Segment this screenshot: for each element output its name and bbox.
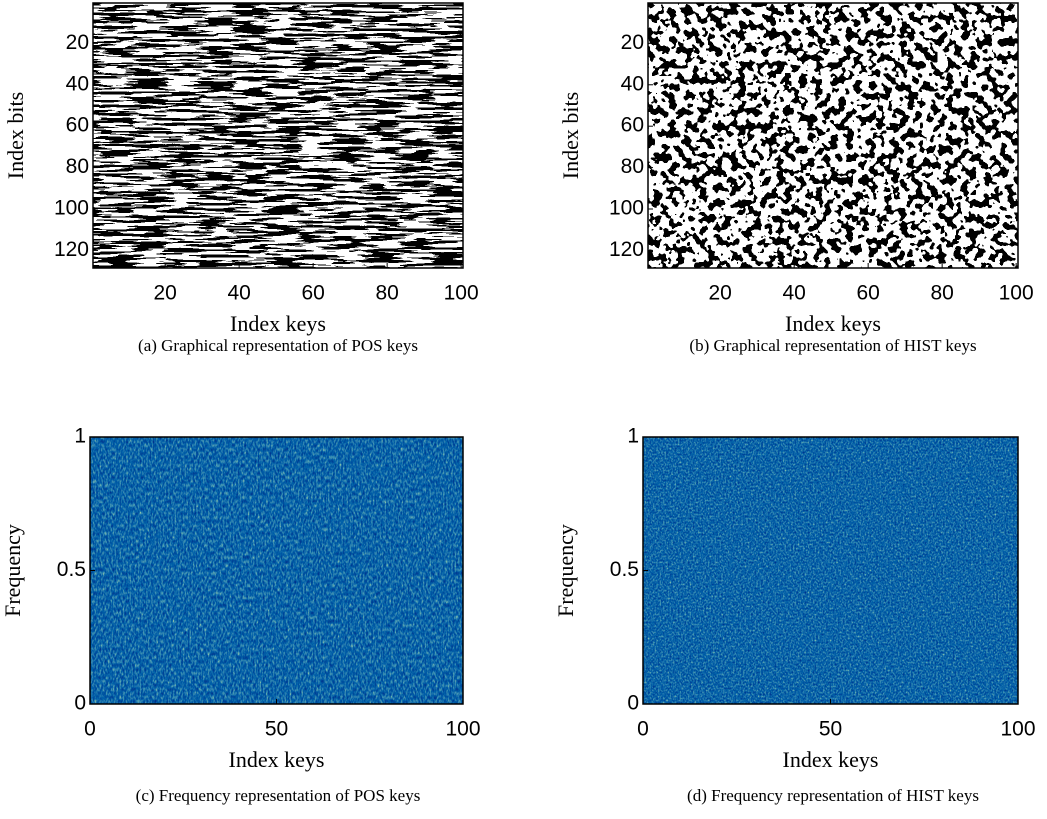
- x-tick-label: 50: [265, 718, 288, 741]
- y-tick-label: 0.5: [57, 558, 86, 581]
- y-tick-label: 100: [609, 197, 644, 220]
- image: [643, 437, 1018, 704]
- caption: (b) Graphical representation of HIST key…: [689, 336, 976, 355]
- x-tick-label: 80: [375, 282, 398, 305]
- y-axis-label: Frequency: [553, 524, 578, 617]
- y-tick-label: 0: [627, 692, 639, 715]
- y-tick-label: 1: [74, 425, 86, 448]
- x-tick-label: 80: [930, 282, 953, 305]
- x-tick-label: 20: [708, 282, 731, 305]
- y-tick-label: 0.5: [610, 558, 639, 581]
- x-axis-label: Index keys: [783, 747, 879, 772]
- x-tick-label: 60: [856, 282, 879, 305]
- y-tick-label: 40: [66, 72, 89, 95]
- image: [90, 437, 463, 704]
- y-tick-label: 60: [621, 114, 644, 137]
- x-tick-label: 100: [1000, 718, 1035, 741]
- y-axis-label: Index bits: [3, 92, 28, 179]
- x-axis-label: Index keys: [229, 747, 325, 772]
- y-tick-label: 120: [609, 238, 644, 261]
- y-tick-label: 40: [621, 72, 644, 95]
- y-axis-label: Frequency: [0, 524, 25, 617]
- y-tick-label: 100: [54, 197, 89, 220]
- x-axis-label: Index keys: [785, 311, 881, 336]
- y-tick-label: 80: [621, 155, 644, 178]
- caption: (c) Frequency representation of POS keys: [136, 786, 421, 805]
- y-axis-label: Index bits: [558, 92, 583, 179]
- y-tick-label: 20: [66, 31, 89, 54]
- axes-frame: [647, 2, 1019, 269]
- x-tick-label: 100: [999, 282, 1034, 305]
- x-tick-label: 100: [444, 282, 479, 305]
- axes-frame: [92, 2, 464, 269]
- x-tick-label: 40: [782, 282, 805, 305]
- x-tick-label: 0: [84, 718, 96, 741]
- y-tick-label: 80: [66, 155, 89, 178]
- caption: (d) Frequency representation of HIST key…: [687, 786, 979, 805]
- image: [648, 3, 1018, 268]
- x-tick-label: 40: [227, 282, 250, 305]
- x-tick-label: 100: [445, 718, 480, 741]
- x-axis-label: Index keys: [230, 311, 326, 336]
- y-tick-label: 1: [627, 425, 639, 448]
- caption: (a) Graphical representation of POS keys: [138, 336, 418, 355]
- y-tick-label: 20: [621, 31, 644, 54]
- y-tick-label: 0: [74, 692, 86, 715]
- x-tick-label: 50: [819, 718, 842, 741]
- image: [93, 3, 463, 268]
- y-tick-label: 120: [54, 238, 89, 261]
- x-tick-label: 20: [153, 282, 176, 305]
- y-tick-label: 60: [66, 114, 89, 137]
- x-tick-label: 0: [637, 718, 649, 741]
- x-tick-label: 60: [301, 282, 324, 305]
